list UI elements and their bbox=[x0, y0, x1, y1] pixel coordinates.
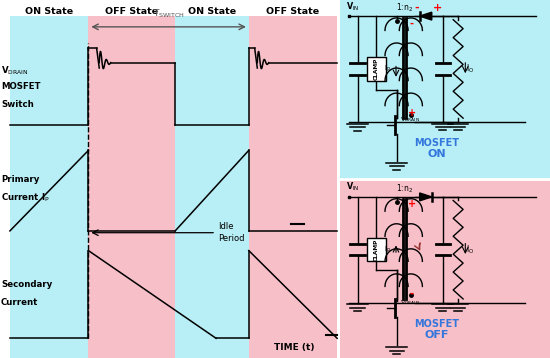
Text: I$_{\sf O}$: I$_{\sf O}$ bbox=[466, 243, 475, 256]
Bar bbox=[10, 16, 89, 358]
Text: V$_{\sf IN}$: V$_{\sf IN}$ bbox=[346, 0, 360, 13]
Text: Secondary: Secondary bbox=[1, 280, 52, 289]
Text: 1:n$_2$: 1:n$_2$ bbox=[395, 2, 413, 14]
Text: 1:n$_2$: 1:n$_2$ bbox=[395, 183, 413, 195]
Text: V$_{\sf DRAIN}$: V$_{\sf DRAIN}$ bbox=[400, 298, 420, 307]
Text: MOSFET: MOSFET bbox=[414, 138, 459, 148]
Text: MOSFET: MOSFET bbox=[414, 319, 459, 329]
Text: +: + bbox=[408, 108, 416, 118]
Text: ON: ON bbox=[427, 149, 446, 159]
Text: Primary: Primary bbox=[1, 175, 40, 184]
Text: I$_{\sf P}$: I$_{\sf P}$ bbox=[384, 64, 391, 74]
Polygon shape bbox=[420, 12, 432, 20]
Text: CLAMP: CLAMP bbox=[374, 238, 379, 261]
Text: Current I$_{\sf P}$: Current I$_{\sf P}$ bbox=[1, 192, 50, 204]
Bar bbox=[175, 16, 249, 358]
Text: Period: Period bbox=[218, 234, 245, 243]
Text: -: - bbox=[410, 18, 414, 28]
Text: T$_{\sf SWITCH}$: T$_{\sf SWITCH}$ bbox=[152, 8, 185, 20]
Text: Idle: Idle bbox=[218, 222, 234, 231]
Text: Switch: Switch bbox=[1, 100, 34, 109]
Text: I$_{\sf P}$: I$_{\sf P}$ bbox=[384, 245, 391, 255]
Text: +: + bbox=[408, 199, 416, 209]
Text: Current: Current bbox=[1, 298, 39, 307]
Bar bbox=[340, 179, 550, 358]
Text: MOSFET: MOSFET bbox=[1, 82, 41, 91]
Text: +: + bbox=[433, 3, 442, 13]
Text: -: - bbox=[410, 289, 414, 299]
Text: OFF: OFF bbox=[425, 330, 449, 340]
Text: V$_{\sf DRAIN}$: V$_{\sf DRAIN}$ bbox=[400, 116, 420, 124]
Text: OFF State: OFF State bbox=[105, 7, 158, 16]
Bar bbox=[340, 0, 550, 179]
Bar bbox=[367, 238, 386, 261]
Text: V$_{\sf DRAIN}$: V$_{\sf DRAIN}$ bbox=[1, 64, 29, 77]
Text: V$_{\sf IN}$: V$_{\sf IN}$ bbox=[346, 181, 360, 193]
Bar bbox=[249, 16, 337, 358]
Text: I$_{\sf O}$: I$_{\sf O}$ bbox=[466, 63, 475, 75]
Text: OFF State: OFF State bbox=[266, 7, 320, 16]
Text: -: - bbox=[415, 3, 419, 13]
Text: ON State: ON State bbox=[25, 7, 73, 16]
Bar bbox=[367, 57, 386, 81]
Bar bbox=[89, 16, 175, 358]
Text: CLAMP: CLAMP bbox=[374, 58, 379, 80]
Text: ON State: ON State bbox=[188, 7, 236, 16]
Text: TIME (t): TIME (t) bbox=[274, 343, 315, 352]
Polygon shape bbox=[420, 193, 432, 201]
